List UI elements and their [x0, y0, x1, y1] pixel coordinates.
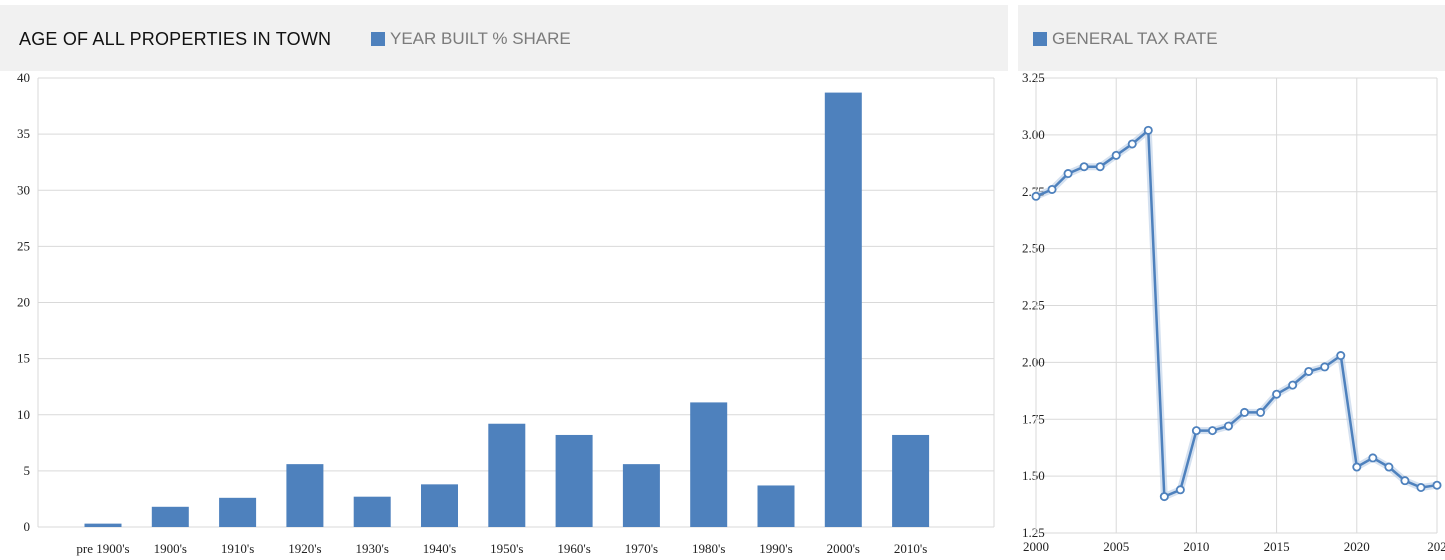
data-point — [1368, 453, 1378, 463]
data-point — [1207, 426, 1217, 436]
data-point — [1240, 407, 1250, 417]
data-point — [1432, 480, 1442, 490]
data-point — [1288, 380, 1298, 390]
bar — [757, 485, 795, 527]
chart-header — [1018, 5, 1445, 71]
legend-label: GENERAL TAX RATE — [1052, 29, 1218, 48]
bar — [690, 402, 728, 527]
data-point — [1063, 169, 1073, 179]
bar — [824, 92, 862, 527]
chart-title: AGE OF ALL PROPERTIES IN TOWN — [19, 29, 332, 49]
x-tick-label: 1980's — [692, 541, 725, 556]
x-tick-label: 1960's — [557, 541, 590, 556]
x-tick-label: 1940's — [423, 541, 456, 556]
bar — [622, 464, 660, 527]
x-tick-label: 2000's — [827, 541, 860, 556]
y-tick-label: 0 — [24, 519, 31, 534]
chart-header — [0, 5, 1008, 71]
x-tick-label: 1920's — [288, 541, 321, 556]
y-tick-label: 1.50 — [1022, 468, 1045, 483]
x-tick-label: 202 — [1427, 539, 1445, 554]
data-point — [1159, 492, 1169, 502]
legend-label: YEAR BUILT % SHARE — [390, 29, 571, 48]
y-tick-label: 1.75 — [1022, 411, 1045, 426]
series-line — [1035, 129, 1438, 498]
x-tick-label: 1900's — [154, 541, 187, 556]
x-tick-label: 2020 — [1344, 539, 1370, 554]
series-line-shadow — [1034, 126, 1438, 501]
chart-legend: GENERAL TAX RATE — [1033, 29, 1218, 49]
bar — [892, 434, 930, 527]
x-tick-label: 2010 — [1183, 539, 1209, 554]
bar — [151, 506, 189, 527]
y-tick-label: 10 — [17, 407, 30, 422]
y-tick-label: 25 — [17, 238, 30, 253]
bar — [488, 423, 526, 527]
y-tick-label: 15 — [17, 351, 30, 366]
data-point — [1079, 162, 1089, 172]
x-tick-label: 1910's — [221, 541, 254, 556]
x-tick-label: 2015 — [1264, 539, 1290, 554]
data-point — [1031, 191, 1041, 201]
bar-chart: 0 5 10 15 20 25 30 35 40 pre 1900's 1900's 1910's 19… — [17, 70, 995, 556]
y-tick-label: 3.00 — [1022, 127, 1045, 142]
y-tick-label: 3.25 — [1022, 70, 1045, 85]
bar — [421, 484, 458, 527]
bar — [219, 497, 257, 527]
data-point — [1175, 485, 1185, 495]
x-tick-label: 2000 — [1023, 539, 1049, 554]
y-tick-label: 2.00 — [1022, 354, 1045, 369]
bar — [555, 434, 593, 527]
y-tick-label: 30 — [17, 182, 30, 197]
y-tick-label: 5 — [24, 463, 31, 478]
x-tick-label: 1930's — [355, 541, 388, 556]
x-tick-label: 1990's — [759, 541, 792, 556]
bar-chart-panel: AGE OF ALL PROPERTIES IN TOWN YEAR BUILT… — [0, 5, 1008, 556]
y-tick-label: 35 — [17, 126, 30, 141]
data-point — [1095, 162, 1105, 172]
line-chart-panel: GENERAL TAX RATE 1.25 1.50 1.75 2.00 2.25 2.5… — [1018, 0, 1445, 560]
data-point — [1304, 366, 1314, 376]
bar — [286, 464, 324, 527]
data-point — [1047, 184, 1057, 194]
line-chart: 1.251.501.752.002.252.502.753.003.252000… — [1022, 70, 1445, 554]
legend-swatch — [1033, 32, 1047, 46]
data-point — [1111, 150, 1121, 160]
data-point — [1191, 426, 1201, 436]
data-point — [1127, 139, 1137, 149]
y-tick-label: 2.50 — [1022, 241, 1045, 256]
x-tick-label: 1950's — [490, 541, 523, 556]
x-tick-label: pre 1900's — [76, 541, 129, 556]
data-point — [1336, 351, 1346, 361]
data-point — [1256, 407, 1266, 417]
x-tick-label: 2005 — [1103, 539, 1129, 554]
chart-legend: YEAR BUILT % SHARE — [371, 29, 571, 49]
data-point — [1143, 125, 1153, 135]
data-point — [1320, 362, 1330, 372]
data-point — [1352, 462, 1362, 472]
y-tick-label: 1.25 — [1022, 525, 1045, 540]
data-point — [1416, 482, 1426, 492]
y-tick-label: 20 — [17, 295, 30, 310]
data-point — [1223, 421, 1233, 431]
legend-swatch — [371, 32, 385, 46]
x-tick-label: 1970's — [625, 541, 658, 556]
data-point — [1272, 389, 1282, 399]
y-tick-label: 40 — [17, 70, 30, 85]
data-point — [1384, 462, 1394, 472]
bar — [353, 496, 391, 527]
y-tick-label: 2.25 — [1022, 298, 1045, 313]
x-tick-label: 2010's — [894, 541, 927, 556]
bar — [84, 523, 122, 527]
data-point — [1400, 476, 1410, 486]
